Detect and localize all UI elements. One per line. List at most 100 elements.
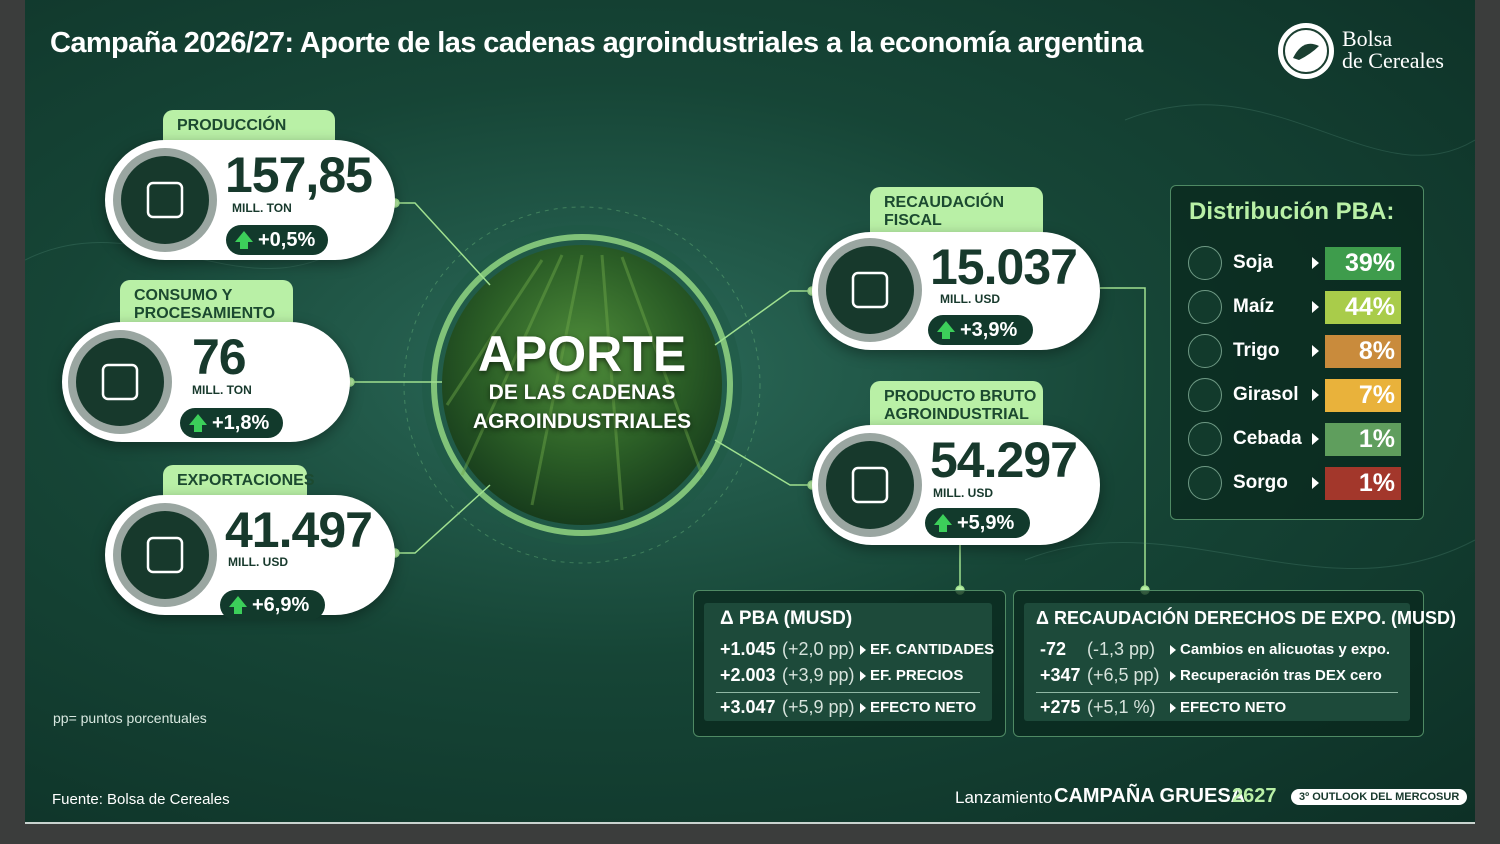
card-label: PROCESAMIENTO [134,305,276,322]
icon-glyph [101,363,139,401]
delta-value: +2.003 [720,665,776,685]
delta-value: -72 [1040,639,1067,659]
delta-value: +1.045 [720,639,776,659]
connector [714,439,812,486]
row-arrow [1312,257,1319,269]
row-arrow [1312,301,1319,313]
delta-pp: (+3,9 pp) [782,665,855,685]
card-value: 54.297 [930,432,1078,488]
crop-share: 39% [1325,247,1401,280]
card-value: 15.037 [930,239,1078,295]
campaign-edition: 2627 [1232,785,1277,807]
center-heading: APORTE [477,326,687,382]
connector [395,202,491,286]
crop-share: 44% [1325,291,1401,324]
launch-label: Lanzamiento [955,788,1053,807]
delta-value: +3.047 [720,697,776,717]
logo-emblem [1278,23,1334,79]
up-arrow-stem [240,241,248,249]
infographic: Campaña 2026/27: Aporte de las cadenas a… [25,0,1475,824]
crop-icon [1188,466,1222,500]
delta-label: Recuperación tras DEX cero [1180,667,1382,684]
card-icon [113,503,217,607]
row-arrow [1170,645,1176,655]
card-change: +0,5% [226,225,328,255]
card-label: CONSUMO Y [134,287,233,304]
card-value: 41.497 [225,502,373,558]
connector [714,290,812,346]
up-arrow-stem [234,606,242,614]
panel-title: Δ RECAUDACIÓN DERECHOS DE EXPO. (MUSD) [1036,608,1456,628]
delta-pp: (+6,5 pp) [1087,665,1160,685]
field-image [442,245,722,525]
delta-label: EFECTO NETO [870,699,977,716]
row-arrow [1312,345,1319,357]
delta-label: EF. CANTIDADES [870,641,995,658]
delta-label: EFECTO NETO [1180,699,1287,716]
panel-inner [704,603,992,721]
badge: 3º OUTLOOK DEL MERCOSUR [1291,789,1468,805]
delta-label: Cambios en alicuotas y expo. [1180,641,1391,658]
icon-glyph [146,181,184,219]
panel-title: Δ PBA (MUSD) [720,608,853,629]
delta-pp: (+5,1 %) [1087,697,1156,717]
connector [1100,287,1146,590]
crop-icon [1188,334,1222,368]
delta-pp: (-1,3 pp) [1087,639,1156,659]
ring [431,234,733,536]
crop-icon [1188,290,1222,324]
delta-value: +347 [1040,665,1081,685]
logo-text: de Cereales [1342,48,1444,73]
icon-disc [826,246,914,334]
card-value: 157,85 [225,147,373,203]
card-tab: CONSUMO Y PROCESAMIENTO [120,280,293,326]
logo-text: Bolsa [1342,26,1393,51]
separator [1036,692,1398,693]
up-arrow [189,414,207,425]
row-arrow [1170,671,1176,681]
card-label: PRODUCCIÓN [177,117,287,134]
card-tab: RECAUDACIÓN FISCAL [870,187,1043,236]
delta-value: +275 [1040,697,1081,717]
crop-rows [445,254,704,511]
crop-name: Girasol [1233,384,1299,405]
card-change: +1,8% [180,408,283,438]
crop-name: Sorgo [1233,472,1288,493]
card-value: 76 [192,329,247,385]
crop-name: Cebada [1233,428,1302,449]
icon-glyph [851,271,889,309]
up-arrow-stem [942,331,950,339]
row-arrow [860,703,866,713]
crop-icon [1188,422,1222,456]
icon-disc [76,338,164,426]
center-subheading: DE LAS CADENAS [488,381,676,404]
card-icon [68,330,172,434]
icon-glyph [851,466,889,504]
icon-disc [121,156,209,244]
center-subheading: AGROINDUSTRIALES [472,410,692,433]
crop-name: Trigo [1233,340,1280,361]
card-icon [113,148,217,252]
panel-inner [1024,603,1410,721]
card-label: RECAUDACIÓN [884,194,1004,211]
row-arrow [1312,477,1319,489]
distribution-title: Distribución PBA: [1189,198,1395,225]
card-change: +5,9% [925,508,1030,538]
row-arrow [1312,389,1319,401]
up-arrow-stem [194,424,202,432]
card-unit: MILL. TON [192,383,252,397]
card-label: EXPORTACIONES [177,472,315,489]
up-arrow [235,231,253,242]
row-arrow [860,645,866,655]
crop-icon [1188,246,1222,280]
crop-icon [1188,378,1222,412]
connector [395,484,491,554]
card-change: +6,9% [220,590,325,620]
icon-glyph [146,536,184,574]
separator [716,692,980,693]
card-tab: PRODUCCIÓN [163,110,335,144]
decoration-layer [25,104,1475,595]
card-icon [818,433,922,537]
up-arrow-stem [939,524,947,532]
